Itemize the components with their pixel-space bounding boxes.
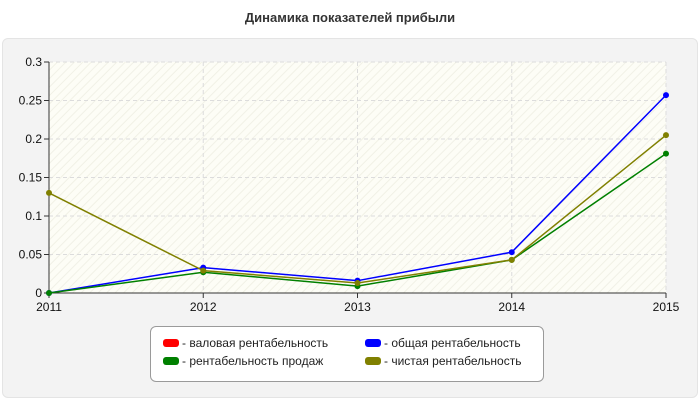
legend-swatch-gross [163, 339, 179, 347]
y-tick-label: 0.1 [25, 209, 42, 223]
data-point-3 [46, 190, 52, 196]
legend-item-sales: - рентабельность продаж [163, 354, 323, 368]
legend-item-gross: - валовая рентабельность [163, 336, 328, 350]
data-point-3 [509, 257, 515, 263]
data-point-1 [509, 249, 515, 255]
legend-item-total: - общая рентабельность [365, 336, 521, 350]
data-point-3 [200, 268, 206, 274]
legend-label-gross: - валовая рентабельность [182, 336, 328, 350]
x-tick-label: 2013 [344, 300, 371, 314]
legend: - валовая рентабельность - общая рентабе… [150, 326, 544, 382]
data-point-2 [663, 151, 669, 157]
legend-label-total: - общая рентабельность [384, 336, 521, 350]
y-tick-label: 0.25 [19, 94, 43, 108]
y-tick-label: 0.05 [19, 248, 43, 262]
x-tick-label: 2011 [36, 300, 62, 314]
data-point-1 [663, 92, 669, 98]
data-point-2 [46, 290, 52, 296]
y-tick-label: 0.2 [25, 132, 42, 146]
x-tick-label: 2014 [498, 300, 525, 314]
legend-label-sales: - рентабельность продаж [182, 354, 323, 368]
legend-swatch-total [365, 339, 381, 347]
legend-swatch-net [365, 357, 381, 365]
data-point-3 [355, 280, 361, 286]
y-tick-label: 0.15 [19, 171, 43, 185]
legend-item-net: - чистая рентабельность [365, 354, 521, 368]
legend-label-net: - чистая рентабельность [384, 354, 521, 368]
y-tick-label: 0 [35, 286, 42, 300]
legend-swatch-sales [163, 357, 179, 365]
y-tick-label: 0.3 [25, 55, 42, 69]
data-point-3 [663, 132, 669, 138]
x-tick-label: 2012 [190, 300, 217, 314]
x-tick-label: 2015 [653, 300, 680, 314]
